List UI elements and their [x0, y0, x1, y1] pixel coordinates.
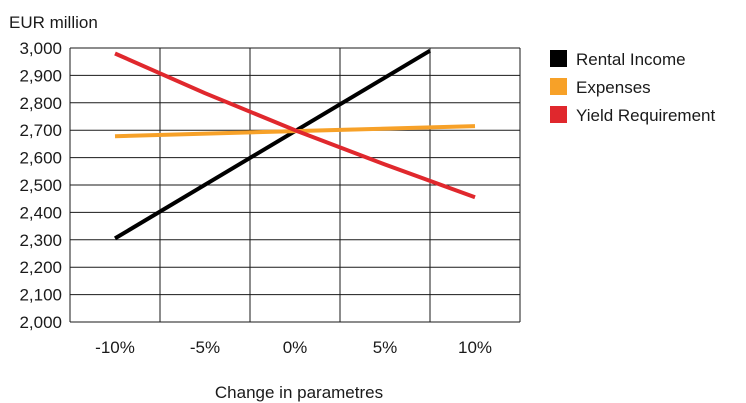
series-line-3	[114, 51, 476, 200]
y-tick-label: 2,400	[19, 203, 62, 222]
y-tick-label: 2,200	[19, 258, 62, 277]
series-line-1	[113, 48, 432, 241]
y-tick-label: 2,600	[19, 149, 62, 168]
x-tick-label: -10%	[95, 338, 135, 357]
y-tick-label: 2,500	[19, 176, 62, 195]
y-tick-label: 2,300	[19, 231, 62, 250]
chart-series	[113, 48, 476, 241]
x-tick-label: 10%	[458, 338, 492, 357]
chart-grid	[69, 47, 521, 323]
y-tick-label: 2,100	[19, 286, 62, 305]
y-tick-labels: 2,000 2,100 2,200 2,300 2,400 2,500 2,600 2,700…	[19, 39, 62, 332]
legend: Rental Income Expenses Yield Requirement	[550, 50, 715, 125]
legend-swatch	[550, 78, 567, 95]
y-tick-label: 2,900	[19, 66, 62, 85]
x-axis-title: Change in parametres	[215, 383, 383, 402]
x-tick-label: -5%	[190, 338, 220, 357]
x-tick-labels: -10% -5% 0% 5% 10%	[95, 338, 492, 357]
legend-label: Yield Requirement	[576, 106, 715, 125]
y-axis-title: EUR million	[9, 13, 98, 32]
legend-swatch	[550, 106, 567, 123]
y-tick-label: 2,000	[19, 313, 62, 332]
y-tick-label: 2,700	[19, 121, 62, 140]
x-tick-label: 0%	[283, 338, 308, 357]
y-tick-label: 3,000	[19, 39, 62, 58]
legend-swatch	[550, 50, 567, 67]
y-tick-label: 2,800	[19, 94, 62, 113]
legend-label: Rental Income	[576, 50, 686, 69]
x-tick-label: 5%	[373, 338, 398, 357]
legend-label: Expenses	[576, 78, 651, 97]
